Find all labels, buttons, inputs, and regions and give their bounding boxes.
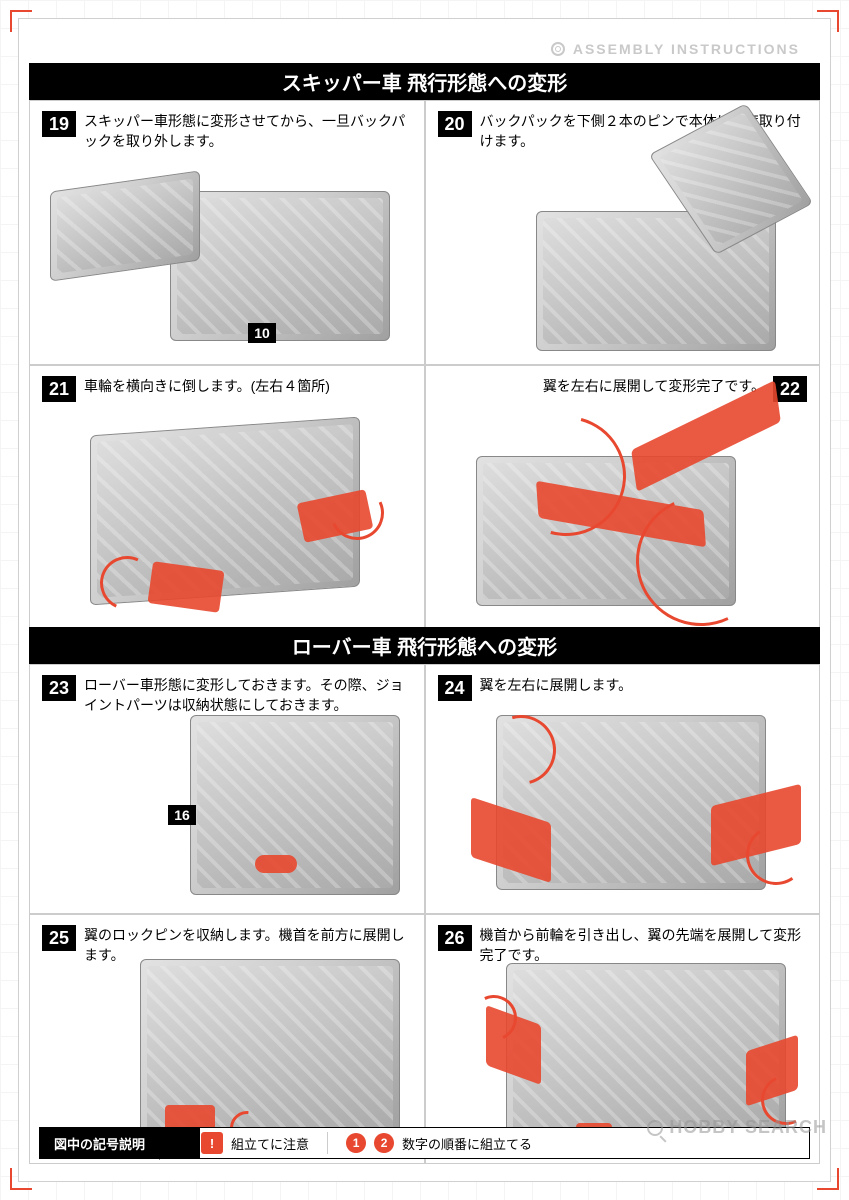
section-title: スキッパー車 飛行形態への変形 (29, 63, 820, 100)
section1-grid: 19 スキッパー車形態に変形させてから、一旦バックパックを取り外します。 10 … (29, 100, 820, 630)
step-text: 翼を左右に展開して変形完了です。 (543, 376, 765, 396)
header-text: ASSEMBLY INSTRUCTIONS (573, 41, 800, 57)
reference-number: 16 (168, 805, 196, 825)
joint-highlight (255, 855, 297, 873)
step-number: 24 (438, 675, 472, 701)
step-cell-19: 19 スキッパー車形態に変形させてから、一旦バックパックを取り外します。 10 (29, 100, 425, 365)
step-text: ローバー車形態に変形しておきます。その際、ジョイントパーツは収納状態にしておきま… (84, 675, 412, 716)
legend-title: 図中の記号説明 (40, 1128, 159, 1158)
step-text: 機首から前輪を引き出し、翼の先端を展開して変形完了です。 (480, 925, 808, 966)
step-number: 25 (42, 925, 76, 951)
header-label: ASSEMBLY INSTRUCTIONS (551, 41, 800, 57)
step-cell-23: 23 ローバー車形態に変形しておきます。その際、ジョイントパーツは収納状態にして… (29, 664, 425, 914)
step-cell-24: 24 翼を左右に展開します。 (425, 664, 821, 914)
legend-text: 組立てに注意 (231, 1134, 309, 1153)
step-number: 23 (42, 675, 76, 701)
step-number: 22 (773, 376, 807, 402)
legend-item-order: 1 2 数字の順番に組立てる (328, 1133, 550, 1153)
reference-number: 10 (248, 323, 276, 343)
page-frame: ASSEMBLY INSTRUCTIONS スキッパー車 飛行形態への変形 19… (18, 18, 831, 1182)
step-cell-21: 21 車輪を横向きに倒します。(左右４箇所) (29, 365, 425, 630)
circle-number-icon: 2 (374, 1133, 394, 1153)
step-cell-22: 22 翼を左右に展開して変形完了です。 (425, 365, 821, 630)
model-figure (170, 191, 390, 341)
magnifier-icon (647, 1120, 663, 1136)
watermark: HOBBY SEARCH (647, 1117, 827, 1138)
legend-item-caution: ! 組立てに注意 (183, 1132, 327, 1154)
step-text: 翼を左右に展開します。 (480, 675, 633, 695)
section-rover: ローバー車 飛行形態への変形 23 ローバー車形態に変形しておきます。その際、ジ… (19, 627, 830, 1164)
step-number: 21 (42, 376, 76, 402)
legend-text: 数字の順番に組立てる (402, 1134, 532, 1153)
exclamation-icon: ! (201, 1132, 223, 1154)
step-number: 20 (438, 111, 472, 137)
watermark-text: HOBBY SEARCH (669, 1117, 827, 1138)
circle-number-icon: 1 (346, 1133, 366, 1153)
step-number: 19 (42, 111, 76, 137)
model-figure (506, 963, 786, 1143)
step-text: スキッパー車形態に変形させてから、一旦バックパックを取り外します。 (84, 111, 412, 152)
section-title: ローバー車 飛行形態への変形 (29, 627, 820, 664)
section2-grid: 23 ローバー車形態に変形しておきます。その際、ジョイントパーツは収納状態にして… (29, 664, 820, 1164)
target-icon (551, 42, 565, 56)
section-skipper: スキッパー車 飛行形態への変形 19 スキッパー車形態に変形させてから、一旦バッ… (19, 63, 830, 630)
wheel-highlight (147, 561, 224, 613)
step-cell-20: 20 バックパックを下側２本のピンで本体に再度取り付けます。 (425, 100, 821, 365)
step-number: 26 (438, 925, 472, 951)
step-text: 車輪を横向きに倒します。(左右４箇所) (84, 376, 330, 396)
